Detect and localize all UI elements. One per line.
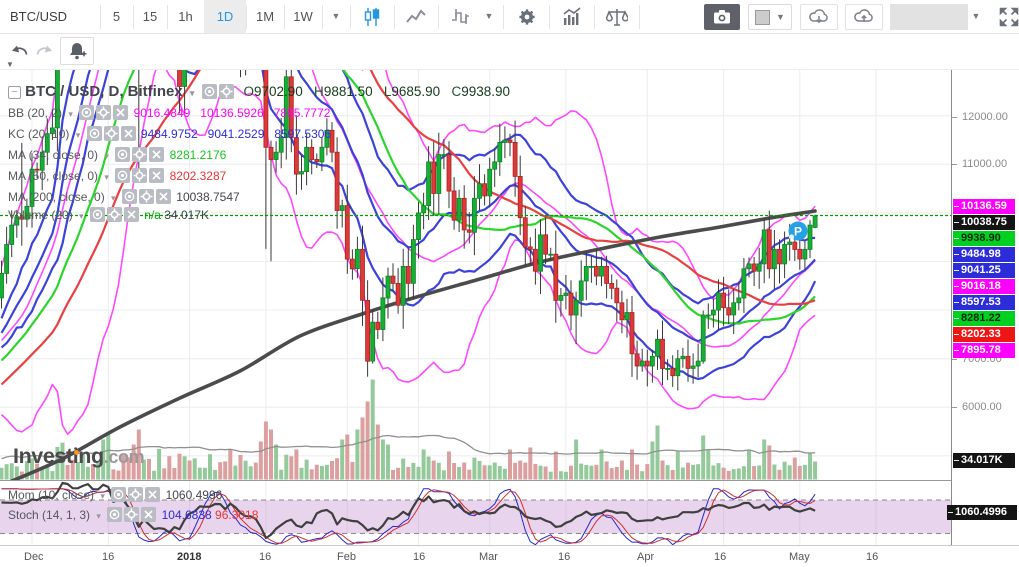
svg-text:P: P	[794, 225, 802, 239]
